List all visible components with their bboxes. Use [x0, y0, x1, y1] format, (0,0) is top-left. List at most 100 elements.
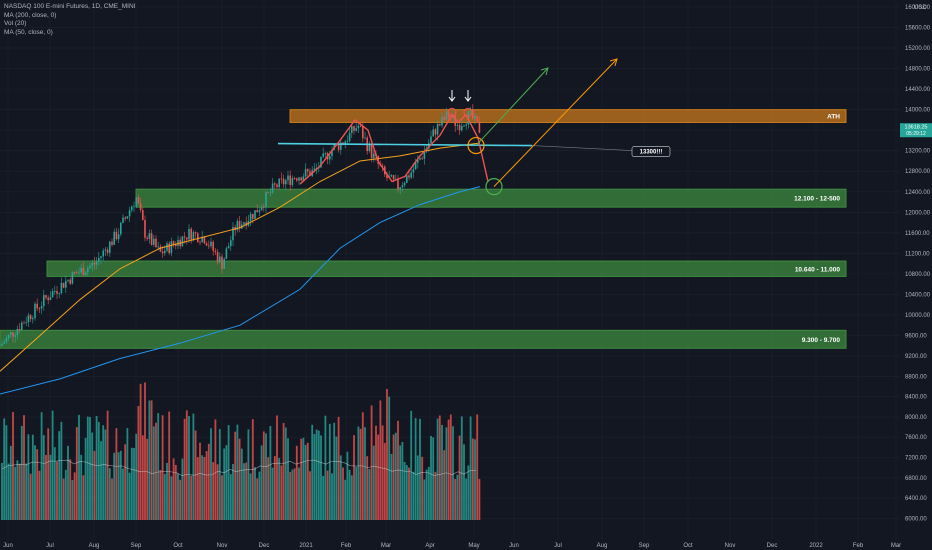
candle-body [348, 132, 351, 142]
top-circle [447, 107, 457, 117]
candle-body [47, 297, 49, 301]
volume-bar [135, 433, 138, 520]
candle-body [469, 109, 472, 111]
x-tick-label: 2021 [299, 543, 313, 549]
candle-body [14, 335, 16, 337]
candle-body [331, 149, 333, 157]
candle-body [249, 213, 252, 221]
candle-body [120, 222, 122, 235]
candle-body [406, 175, 408, 183]
volume-bar [163, 473, 166, 520]
candle-body [355, 128, 357, 131]
candle-body [168, 243, 170, 254]
volume-bar [335, 436, 338, 520]
volume-bar [183, 418, 186, 520]
volume-bar [478, 478, 481, 520]
volume-bar [42, 435, 45, 520]
x-tick-label: Dec [767, 543, 778, 549]
chart-legend: NASDAQ 100 E-mini Futures, 1D, CME_MINI … [4, 3, 135, 37]
volume-bar [344, 479, 347, 520]
candle-body [392, 175, 395, 180]
volume-bar [399, 445, 402, 520]
candle-body [76, 272, 78, 274]
candle-body [199, 241, 201, 243]
volume-bar [432, 437, 435, 520]
candle-body [49, 297, 52, 301]
candle-body [227, 246, 230, 249]
time-axis[interactable]: Jun Jul Aug Sep Oct Nov Dec 2021 Feb Mar Apr May Jun… [3, 543, 901, 549]
zone-label: 12.100 - 12-500 [794, 196, 840, 203]
candle-body [148, 233, 151, 239]
candle-body [29, 315, 32, 320]
candle-body [313, 168, 316, 171]
candle-body [417, 159, 419, 163]
volume-bar [443, 450, 446, 520]
legend-vol[interactable]: Vol (20) [4, 20, 27, 27]
candle-body [3, 342, 5, 344]
candle-body [80, 267, 82, 273]
candle-body [285, 180, 287, 185]
volume-bar [205, 451, 208, 520]
candle-body [472, 109, 474, 119]
volume-bar [309, 471, 311, 520]
arrow-head-green-icon [540, 67, 549, 76]
volume-bar [412, 471, 415, 520]
volume-bar [315, 429, 318, 520]
price-axis[interactable]: 6000.00 6400.00 6800.00 7200.00 7600.00 8000.… [900, 5, 932, 522]
legend-symbol[interactable]: NASDAQ 100 E-mini Futures, 1D, CME_MINI [4, 3, 136, 10]
volume-bar [353, 435, 355, 520]
candle-body [238, 220, 241, 229]
candle-body [25, 322, 27, 324]
legend-ma200[interactable]: MA (200, close, 0) [4, 11, 57, 19]
volume-bar [111, 478, 113, 520]
volume-bar [223, 448, 226, 520]
volume-bar [225, 445, 228, 520]
volume-bar [188, 416, 190, 520]
candle-body [150, 233, 153, 245]
x-tick-label: Aug [89, 543, 100, 549]
volume-bar [320, 435, 322, 520]
y-tick-label: 12000.00 [905, 210, 931, 216]
candle-body [177, 239, 179, 246]
candle-body [445, 111, 448, 120]
candle-body [32, 318, 34, 320]
volume-bar [421, 456, 424, 520]
candle-body [329, 156, 331, 160]
volume-bar [20, 425, 23, 520]
candle-body [300, 177, 302, 181]
volume-bar [289, 471, 292, 520]
candle-body [269, 192, 272, 194]
legend-ma50[interactable]: MA (50, close, 0) [4, 28, 53, 36]
candle-body [155, 238, 157, 248]
candle-body [304, 169, 307, 177]
volume-bar [144, 382, 146, 520]
volume-bar [139, 383, 142, 520]
candle-body [190, 228, 192, 240]
candle-body [353, 126, 355, 131]
volume-bar [95, 415, 98, 520]
candle-body [298, 177, 300, 181]
candle-body [370, 144, 373, 159]
y-tick-label: 8000.00 [905, 415, 927, 421]
x-tick-label: Aug [597, 543, 608, 549]
volume-bar [317, 430, 320, 520]
candle-body [260, 207, 263, 211]
y-tick-label: 12400.00 [905, 190, 931, 196]
candle-body [439, 123, 441, 126]
candle-body [223, 258, 225, 269]
volume-bar [56, 461, 58, 520]
x-tick-label: Feb [341, 543, 352, 549]
volume-bar [190, 475, 193, 520]
volume-bar [207, 443, 210, 520]
candle-body [91, 262, 93, 266]
volume-bar [216, 464, 219, 520]
candle-body [131, 206, 133, 211]
volume-bar [14, 466, 17, 520]
volume-bar [161, 415, 164, 520]
volume-bar [174, 464, 177, 520]
volume-bar [377, 434, 380, 520]
volume-bar [146, 438, 149, 520]
candle-body [89, 265, 91, 269]
volume-bar [397, 420, 399, 520]
